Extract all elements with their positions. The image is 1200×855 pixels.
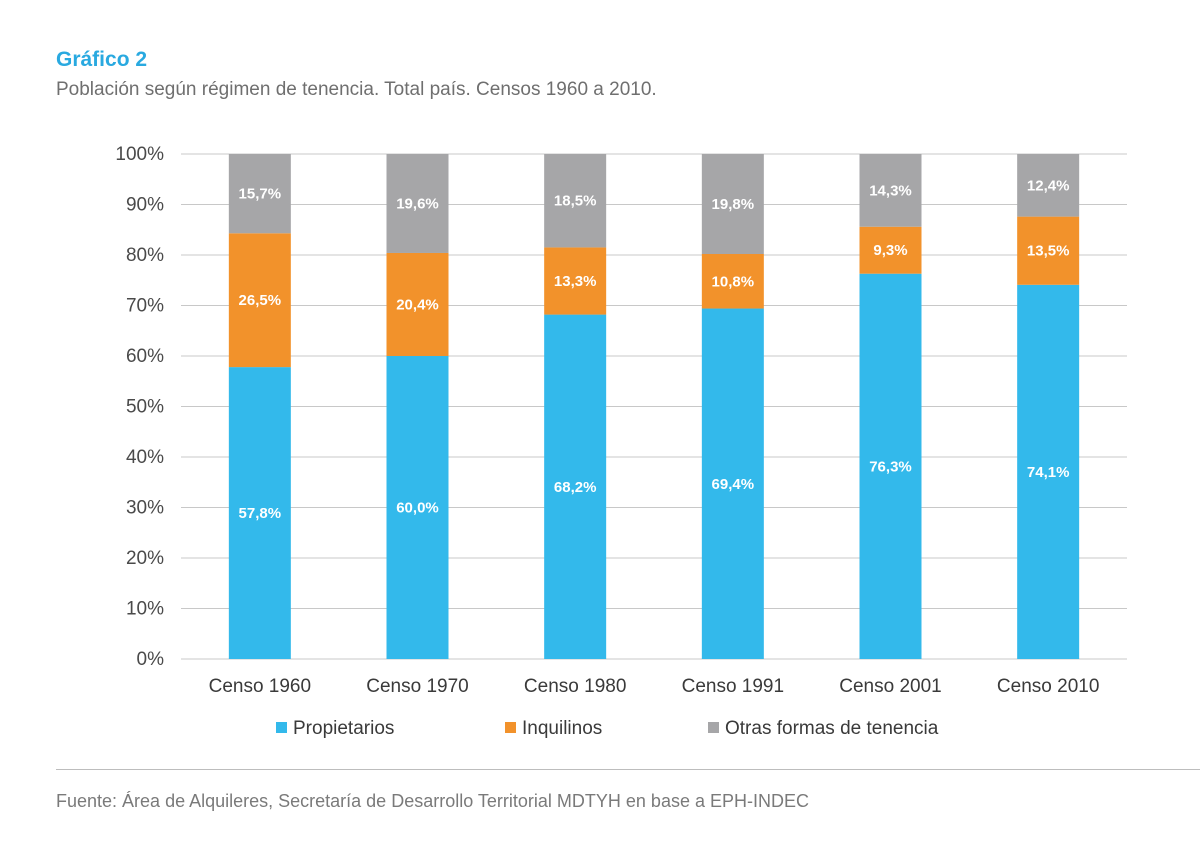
bar-segment (859, 154, 922, 227)
y-tick-label: 30% (126, 498, 164, 519)
data-label: 68,2% (554, 479, 597, 496)
data-label: 13,5% (1027, 243, 1070, 260)
data-label: 20,4% (396, 296, 439, 313)
data-label: 19,8% (712, 196, 755, 213)
y-tick-label: 0% (137, 649, 165, 670)
y-tick-label: 10% (126, 599, 164, 620)
bar-segment (859, 273, 922, 659)
data-label: 13,3% (554, 273, 597, 290)
data-label: 14,3% (869, 182, 912, 199)
x-tick-label: Censo 1970 (366, 676, 468, 697)
legend-swatch (505, 722, 516, 733)
bar-segment (386, 356, 449, 659)
x-tick-label: Censo 1980 (524, 676, 626, 697)
y-tick-label: 40% (126, 447, 164, 468)
chart-subtitle: Población según régimen de tenencia. Tot… (56, 79, 657, 100)
y-tick-label: 80% (126, 245, 164, 266)
data-label: 57,8% (239, 505, 282, 522)
legend-label: Propietarios (293, 718, 394, 739)
bar-segment (228, 154, 291, 234)
bar-segment (701, 253, 764, 309)
bar-segment (386, 154, 449, 253)
x-tick-label: Censo 1960 (209, 676, 311, 697)
y-tick-label: 100% (115, 144, 164, 165)
x-tick-label: Censo 1991 (682, 676, 784, 697)
bar-segment (1017, 284, 1080, 659)
bar-segment (1017, 216, 1080, 285)
data-label: 19,6% (396, 195, 439, 212)
data-label: 15,7% (239, 186, 282, 203)
data-label: 9,3% (873, 242, 907, 259)
bar-segment (544, 247, 607, 315)
stacked-bar-chart: 0% 10% 20% 30% 40% 50% 60% 70% 80% 90% 100% 57,8% 26… (115, 144, 1127, 739)
legend-swatch (708, 722, 719, 733)
y-tick-label: 70% (126, 296, 164, 317)
y-tick-label: 60% (126, 346, 164, 367)
y-tick-label: 20% (126, 548, 164, 569)
chart-title: Gráfico 2 (56, 48, 148, 71)
bar-segment (544, 154, 607, 248)
bar-segment (1017, 154, 1080, 217)
source-note: Fuente: Área de Alquileres, Secretaría d… (56, 791, 809, 811)
source-divider (56, 769, 1200, 770)
y-tick-label: 50% (126, 397, 164, 418)
bar-segment (701, 308, 764, 659)
legend-label: Inquilinos (522, 718, 602, 739)
bar-segment (386, 252, 449, 356)
bar-segment (228, 233, 291, 368)
data-label: 60,0% (396, 500, 439, 517)
data-label: 74,1% (1027, 464, 1070, 481)
x-tick-label: Censo 2010 (997, 676, 1099, 697)
data-label: 26,5% (239, 292, 282, 309)
data-label: 18,5% (554, 193, 597, 210)
data-label: 12,4% (1027, 177, 1070, 194)
data-label: 76,3% (869, 458, 912, 475)
y-tick-label: 90% (126, 195, 164, 216)
bar-segment (228, 367, 291, 659)
legend-swatch (276, 722, 287, 733)
bar-segment (701, 154, 764, 254)
data-label: 10,8% (712, 273, 755, 290)
data-label: 69,4% (712, 476, 755, 493)
legend-label: Otras formas de tenencia (725, 718, 939, 739)
bar-segment (544, 314, 607, 659)
bar-segment (859, 226, 922, 274)
x-tick-label: Censo 2001 (839, 676, 941, 697)
